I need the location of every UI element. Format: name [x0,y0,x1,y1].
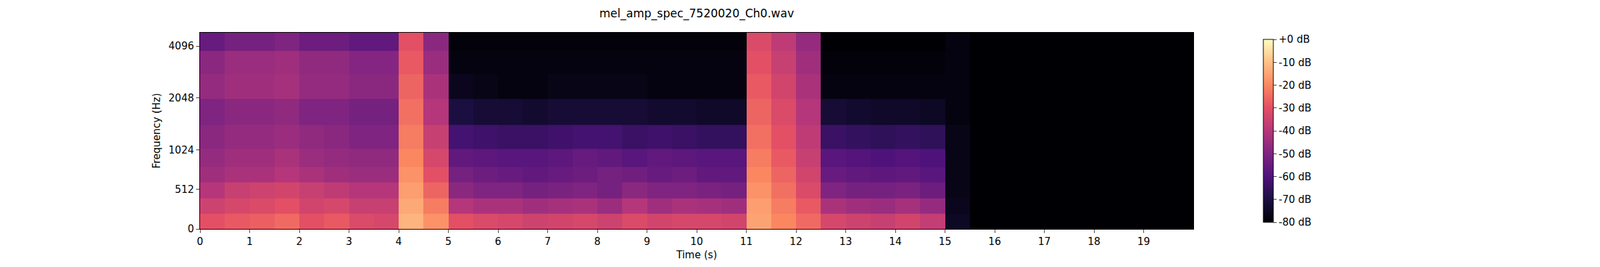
svg-text:2048: 2048 [168,92,194,104]
svg-text:-20 dB: -20 dB [1278,79,1312,92]
svg-text:15: 15 [938,235,952,248]
svg-text:19: 19 [1137,235,1150,248]
svg-text:-50 dB: -50 dB [1278,148,1312,160]
svg-text:13: 13 [839,235,852,248]
svg-text:7: 7 [544,235,552,248]
svg-text:0: 0 [187,222,194,235]
svg-text:18: 18 [1087,235,1100,248]
svg-text:3: 3 [346,235,353,248]
svg-text:-60 dB: -60 dB [1278,170,1312,183]
svg-text:512: 512 [174,183,194,196]
svg-text:16: 16 [988,235,1001,248]
svg-text:14: 14 [888,235,902,248]
svg-text:10: 10 [690,235,703,248]
svg-text:4096: 4096 [168,40,194,52]
svg-text:mel_amp_spec_7520020_Ch0.wav: mel_amp_spec_7520020_Ch0.wav [599,6,794,21]
svg-text:-70 dB: -70 dB [1278,193,1312,206]
svg-text:Time (s): Time (s) [676,248,718,261]
svg-text:Frequency (Hz): Frequency (Hz) [150,92,163,168]
svg-text:8: 8 [594,235,601,248]
svg-text:2: 2 [296,235,303,248]
svg-text:1024: 1024 [168,144,194,156]
svg-text:+0 dB: +0 dB [1278,33,1310,46]
svg-text:0: 0 [196,235,204,248]
svg-text:5: 5 [445,235,452,248]
svg-text:17: 17 [1038,235,1051,248]
svg-text:1: 1 [246,235,254,248]
svg-text:12: 12 [789,235,802,248]
svg-text:-40 dB: -40 dB [1278,124,1312,137]
svg-text:6: 6 [494,235,502,248]
svg-text:9: 9 [644,235,651,248]
svg-text:-30 dB: -30 dB [1278,102,1312,114]
svg-text:4: 4 [395,235,402,248]
svg-text:-10 dB: -10 dB [1278,56,1312,69]
svg-text:-80 dB: -80 dB [1278,216,1312,228]
svg-text:11: 11 [740,235,753,248]
